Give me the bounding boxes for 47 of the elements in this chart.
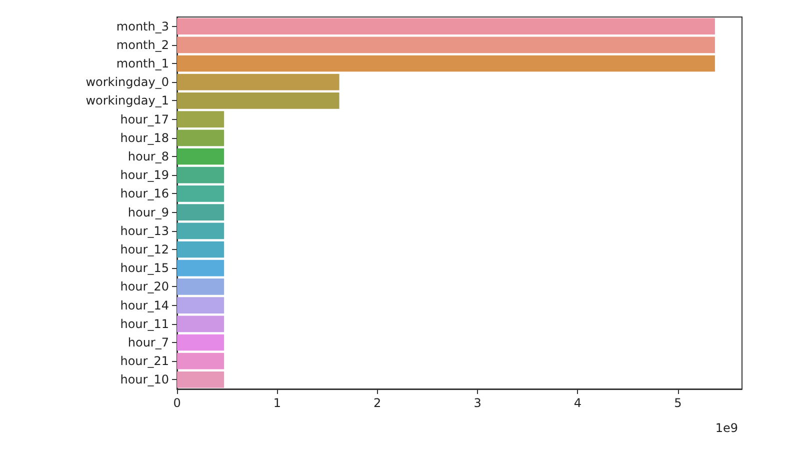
- y-tick-label: month_3: [116, 19, 169, 34]
- y-tick-label: hour_7: [128, 336, 169, 350]
- y-tick-label: hour_17: [120, 112, 169, 126]
- bar: [177, 166, 224, 184]
- y-tick-label: hour_13: [120, 224, 169, 238]
- bar: [177, 92, 340, 109]
- x-tick-label: 4: [574, 396, 582, 410]
- x-tick-label: 3: [474, 396, 482, 410]
- x-tick-label: 0: [173, 396, 181, 410]
- y-tick-label: hour_10: [120, 372, 169, 387]
- x-tick-label: 2: [374, 396, 382, 410]
- bar: [177, 222, 224, 240]
- y-tick-label: month_1: [116, 56, 169, 70]
- y-tick-label: month_2: [116, 38, 169, 52]
- bar: [177, 36, 715, 54]
- y-tick-label: hour_16: [120, 186, 169, 201]
- y-tick-label: hour_15: [120, 261, 169, 276]
- y-tick-label: hour_21: [120, 354, 169, 368]
- y-tick-label: workingday_0: [86, 75, 169, 90]
- y-tick-label: hour_20: [120, 280, 169, 294]
- bar: [177, 130, 224, 146]
- bar: [177, 352, 224, 370]
- bar: [177, 241, 224, 258]
- y-tick-label: hour_8: [128, 150, 169, 164]
- y-tick-label: workingday_1: [86, 94, 169, 108]
- bar: [177, 74, 340, 90]
- bar: [177, 204, 224, 220]
- x-tick-label: 1: [273, 396, 281, 410]
- y-tick-label: hour_19: [120, 168, 169, 182]
- bar: [177, 316, 224, 332]
- y-tick-label: hour_12: [120, 242, 169, 256]
- bar: [177, 111, 224, 128]
- bar: [177, 334, 224, 351]
- bar: [177, 148, 224, 165]
- y-tick-label: hour_11: [120, 316, 169, 331]
- y-tick-label: hour_18: [120, 130, 169, 145]
- bar: [177, 372, 224, 388]
- bar: [177, 297, 224, 314]
- y-tick-label: hour_14: [120, 298, 169, 312]
- bar: [177, 278, 224, 295]
- bar: [177, 260, 224, 276]
- bar: [177, 18, 715, 34]
- bar: [177, 55, 715, 72]
- y-tick-label: hour_9: [128, 205, 169, 220]
- text: 1e9: [715, 421, 738, 435]
- x-tick-label: 5: [674, 396, 682, 410]
- bar: [177, 186, 224, 202]
